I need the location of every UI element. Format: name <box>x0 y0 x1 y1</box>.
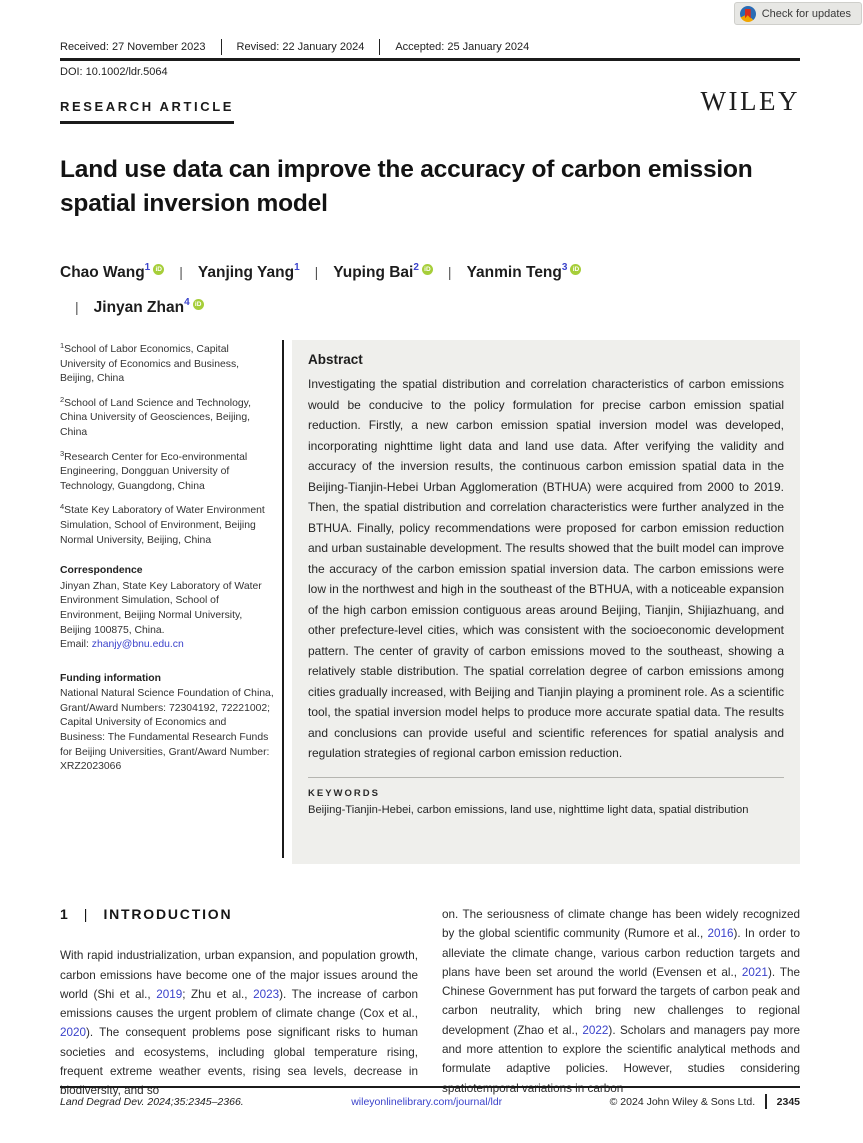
citation-link[interactable]: 2021 <box>741 965 768 979</box>
check-for-updates-button[interactable]: Check for updates <box>733 2 862 25</box>
author-name: Yanmin Teng <box>466 264 562 281</box>
author-list: Chao Wang1 iD | Yanjing Yang1 | Yuping Bai2 iD… <box>60 253 715 323</box>
affiliation-item: 3Research Center for Eco-environmental E… <box>60 447 274 495</box>
correspondence-block: Correspondence Jinyan Zhan, State Key La… <box>60 564 274 653</box>
body-text: on. The seriousness of climate change ha… <box>442 908 800 941</box>
journal-citation: Land Degrad Dev. 2024;35:2345–2366. <box>60 1095 244 1108</box>
intro-right-column: on. The seriousness of climate change ha… <box>442 905 800 1098</box>
body-text: ). Scholars and managers pay more and mo… <box>442 1023 800 1095</box>
section-pipe: | <box>83 906 88 922</box>
article-sidebar: 1School of Labor Economics, Capital Univ… <box>60 339 274 775</box>
article-title: Land use data can improve the accuracy o… <box>60 156 753 217</box>
affiliation-list: 1School of Labor Economics, Capital Univ… <box>60 339 274 548</box>
abstract-section: Abstract Investigating the spatial distr… <box>292 340 800 864</box>
citation-link[interactable]: 2022 <box>582 1023 609 1037</box>
citation-link[interactable]: 2023 <box>253 987 280 1001</box>
page-footer: Land Degrad Dev. 2024;35:2345–2366. wile… <box>60 1094 800 1109</box>
author: Yanjing Yang1 <box>197 262 300 281</box>
affiliation-text: Research Center for Eco-environmental En… <box>60 451 248 492</box>
email-link[interactable]: zhanjy@bnu.edu.cn <box>91 639 184 651</box>
affiliation-number: 4 <box>60 502 65 512</box>
funding-block: Funding information National Natural Sci… <box>60 672 274 775</box>
body-text: ; Zhu et al., <box>182 987 254 1001</box>
correspondence-heading: Correspondence <box>60 565 143 577</box>
wiley-logo: WILEY <box>700 86 800 116</box>
crossmark-icon <box>739 5 756 22</box>
affiliation-number: 2 <box>60 394 65 404</box>
author-name: Jinyan Zhan <box>93 299 185 316</box>
page-number: 2345 <box>776 1095 800 1108</box>
intro-paragraph-right: on. The seriousness of climate change ha… <box>442 905 800 1098</box>
sidebar-divider <box>282 340 284 858</box>
author-separator: | <box>447 264 452 280</box>
author-affiliation-number: 2 <box>413 262 419 273</box>
affiliation-number: 3 <box>60 448 65 458</box>
section-heading: 1 | INTRODUCTION <box>60 905 418 924</box>
keywords-text: Beijing-Tianjin-Hebei, carbon emissions,… <box>308 803 749 816</box>
author-name: Chao Wang <box>60 264 145 281</box>
author-affiliation-number: 1 <box>294 262 300 273</box>
author-affiliation-number: 4 <box>184 297 190 308</box>
affiliation-item: 1School of Labor Economics, Capital Univ… <box>60 339 274 387</box>
orcid-icon[interactable]: iD <box>421 264 433 275</box>
email-label: Email: <box>60 639 92 651</box>
affiliation-item: 4State Key Laboratory of Water Environme… <box>60 500 274 548</box>
body-text: ). The consequent problems pose signific… <box>60 1026 418 1098</box>
journal-link[interactable]: wileyonlinelibrary.com/journal/ldr <box>351 1095 503 1108</box>
funding-text: National Natural Science Foundation of C… <box>60 688 274 773</box>
masthead-rule <box>60 58 800 61</box>
author-affiliation-number: 1 <box>144 262 151 273</box>
correspondence-text: Jinyan Zhan, State Key Laboratory of Wat… <box>60 580 262 651</box>
author: Jinyan Zhan4 iD <box>93 297 204 316</box>
received-date: Received: 27 November 2023 <box>60 41 206 53</box>
author: Yuping Bai2 iD <box>333 262 433 281</box>
affiliation-text: State Key Laboratory of Water Environmen… <box>60 505 265 546</box>
manuscript-dates: Received: 27 November 2023 Revised: 22 J… <box>60 39 529 55</box>
doi-text: DOI: 10.1002/ldr.5064 <box>60 66 168 78</box>
author-name: Yanjing Yang <box>197 264 295 281</box>
citation-link[interactable]: 2016 <box>707 927 734 941</box>
check-for-updates-label: Check for updates <box>761 7 851 20</box>
affiliation-item: 2School of Land Science and Technology, … <box>60 393 274 441</box>
author-separator: | <box>179 264 183 280</box>
funding-heading: Funding information <box>60 672 161 684</box>
body-text: With rapid industrialization, urban expa… <box>60 949 418 1001</box>
body-text: ). The increase of carbon emissions caus… <box>60 987 418 1021</box>
revised-date: Revised: 22 January 2024 <box>220 39 364 55</box>
orcid-icon[interactable]: iD <box>192 299 204 310</box>
author-separator: | <box>314 264 319 280</box>
body-text: ). In order to alleviate the climate cha… <box>442 927 800 979</box>
affiliation-text: School of Labor Economics, Capital Unive… <box>60 344 240 385</box>
author: Chao Wang1 iD <box>60 262 165 281</box>
abstract-body: Investigating the spatial distribution a… <box>308 377 784 760</box>
intro-paragraph-left: With rapid industrialization, urban expa… <box>60 946 418 1100</box>
footer-divider <box>765 1094 767 1109</box>
footer-rule <box>60 1086 800 1088</box>
article-type-label: RESEARCH ARTICLE <box>60 99 235 124</box>
accepted-date: Accepted: 25 January 2024 <box>379 39 529 55</box>
author-affiliation-number: 3 <box>561 262 568 273</box>
citation-link[interactable]: 2020 <box>60 1026 87 1040</box>
keywords-heading: KEYWORDS <box>308 787 380 799</box>
intro-left-column: 1 | INTRODUCTION With rapid industrializat… <box>60 905 418 1101</box>
orcid-icon[interactable]: iD <box>153 264 165 275</box>
author-name: Yuping Bai <box>333 264 414 281</box>
citation-link[interactable]: 2019 <box>156 987 183 1001</box>
affiliation-number: 1 <box>60 341 65 350</box>
section-title: INTRODUCTION <box>103 906 233 922</box>
author: Yanmin Teng3 iD <box>466 262 582 281</box>
section-number: 1 <box>60 906 68 922</box>
affiliation-text: School of Land Science and Technology, C… <box>60 397 251 438</box>
body-text: ). The Chinese Government has put forwar… <box>442 965 800 1037</box>
author-separator: | <box>75 299 79 315</box>
keywords-block: KEYWORDS Beijing-Tianjin-Hebei, carbon e… <box>308 776 784 816</box>
abstract-heading: Abstract <box>308 352 363 367</box>
copyright-text: © 2024 John Wiley & Sons Ltd. <box>609 1095 756 1108</box>
orcid-icon[interactable]: iD <box>570 264 582 275</box>
